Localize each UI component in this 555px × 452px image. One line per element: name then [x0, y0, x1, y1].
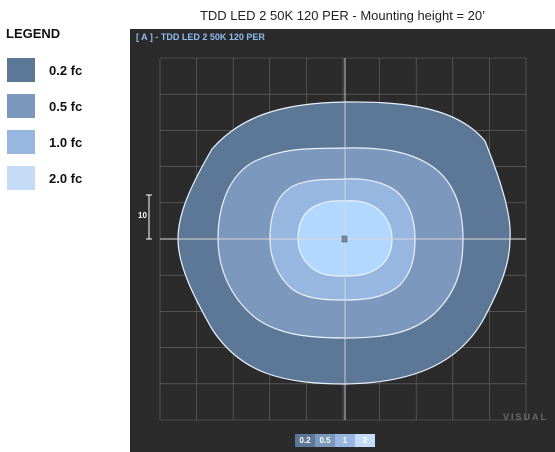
isofootcandle-plot-panel: [ A ] - TDD LED 2 50K 120 PER 10 VISUAL … — [130, 29, 555, 452]
watermark: VISUAL — [502, 412, 548, 422]
contour-legend-cell-1: 1 — [335, 434, 355, 447]
contour-legend-cell-0.2: 0.2 — [295, 434, 315, 447]
scale-label: 10 — [138, 211, 147, 220]
legend-label: 0.2 fc — [49, 63, 83, 78]
page-title: TDD LED 2 50K 120 PER - Mounting height … — [199, 8, 486, 23]
legend-item-0.2fc: 0.2 fc — [7, 58, 127, 82]
legend-item-1.0fc: 1.0 fc — [7, 130, 127, 154]
contour-legend-bar: 0.2 0.5 1 2 — [295, 434, 375, 447]
isofootcandle-plot — [146, 57, 527, 421]
legend-label: 1.0 fc — [49, 135, 83, 150]
legend-swatch — [7, 130, 35, 154]
legend-item-0.5fc: 0.5 fc — [7, 94, 127, 118]
legend-heading: LEGEND — [6, 26, 61, 41]
legend-swatch — [7, 58, 35, 82]
legend-swatch — [7, 94, 35, 118]
legend-item-2.0fc: 2.0 fc — [7, 166, 127, 190]
luminaire-marker — [341, 235, 348, 243]
plot-header: [ A ] - TDD LED 2 50K 120 PER — [136, 32, 265, 42]
contour-legend-cell-0.5: 0.5 — [315, 434, 335, 447]
scale-bar — [146, 194, 152, 240]
legend-label: 0.5 fc — [49, 99, 83, 114]
legend-swatch — [7, 166, 35, 190]
legend-label: 2.0 fc — [49, 171, 83, 186]
contour-legend-cell-2: 2 — [355, 434, 375, 447]
